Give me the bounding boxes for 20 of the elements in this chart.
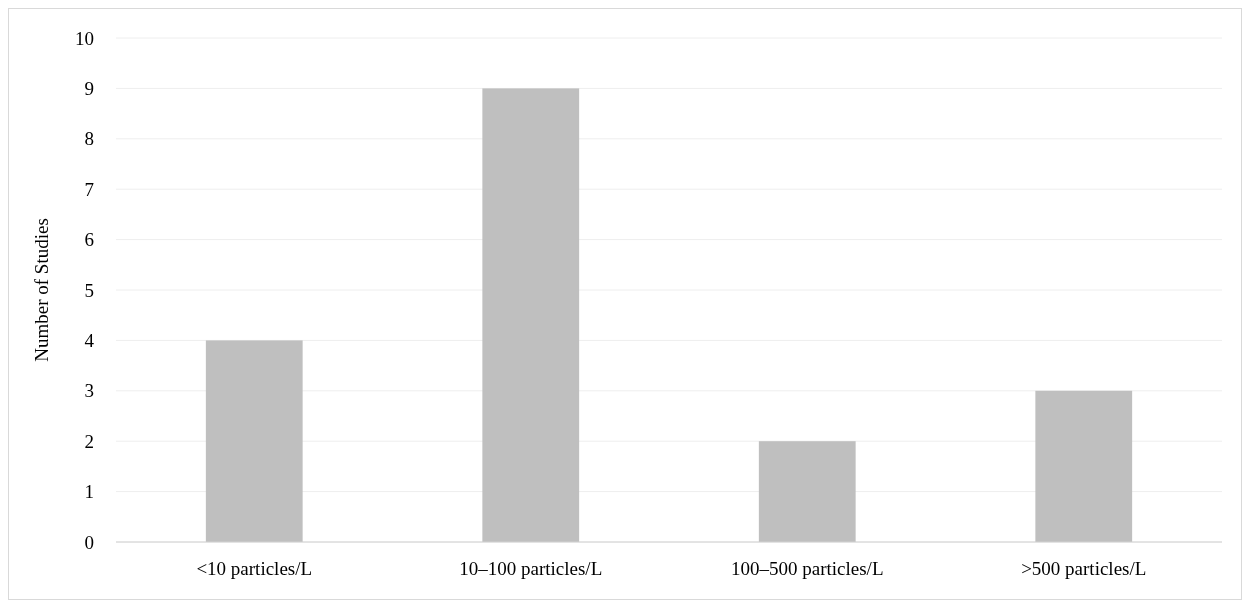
x-tick-label: >500 particles/L	[1021, 558, 1147, 579]
bar	[1035, 390, 1133, 542]
y-tick-label: 7	[84, 178, 94, 200]
bar	[758, 441, 856, 542]
y-tick-label: 6	[84, 229, 94, 251]
y-tick-label: 10	[75, 27, 94, 49]
bar	[205, 340, 303, 542]
x-tick-label: 100–500 particles/L	[731, 558, 884, 579]
bar	[482, 88, 580, 542]
y-tick-label: 2	[84, 430, 94, 452]
y-tick-label: 1	[84, 481, 94, 503]
x-tick-label: <10 particles/L	[196, 558, 313, 579]
y-tick-label: 8	[84, 128, 94, 150]
y-tick-label: 9	[84, 78, 94, 100]
x-tick-label: 10–100 particles/L	[459, 558, 603, 579]
y-tick-label: 3	[84, 380, 94, 402]
y-tick-label: 5	[84, 279, 94, 301]
y-axis-title: Number of Studies	[31, 218, 52, 362]
y-tick-label: 4	[84, 330, 95, 352]
y-tick-label: 0	[84, 531, 94, 553]
